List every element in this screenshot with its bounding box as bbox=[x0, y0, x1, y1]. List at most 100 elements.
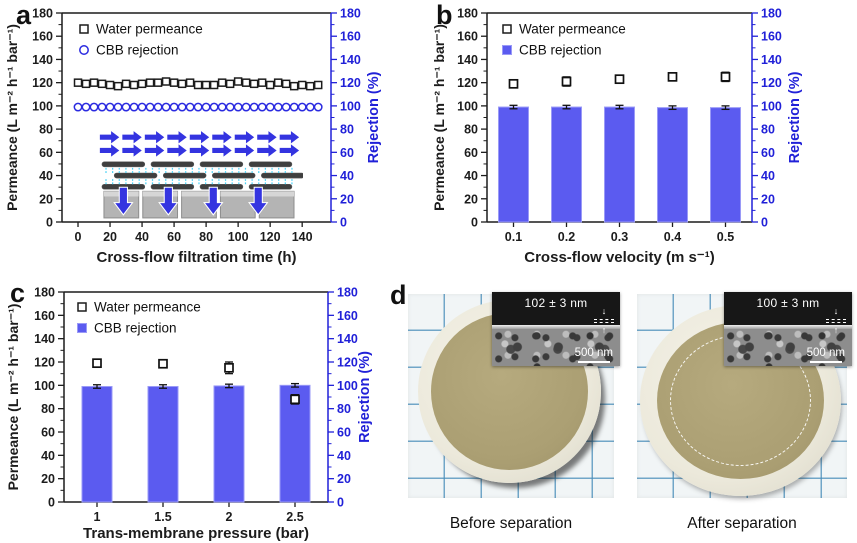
svg-text:2.5: 2.5 bbox=[286, 510, 303, 524]
chart-filtration-time: 0 0 20 20 40 40 60 60 80 80 100 100 120 120 140 140 160 1… bbox=[0, 0, 430, 270]
svg-text:0: 0 bbox=[337, 496, 344, 510]
sem-inset-before: 102 ± 3 nm ↓ ↑ 500 nm bbox=[492, 292, 620, 366]
membrane-schematic bbox=[99, 131, 303, 219]
svg-text:Permeance (L m⁻² h⁻¹ bar⁻¹): Permeance (L m⁻² h⁻¹ bar⁻¹) bbox=[5, 304, 21, 491]
svg-text:100: 100 bbox=[761, 99, 782, 113]
svg-text:60: 60 bbox=[761, 146, 775, 160]
svg-text:60: 60 bbox=[41, 426, 55, 440]
svg-text:0.4: 0.4 bbox=[664, 230, 681, 244]
svg-text:1.5: 1.5 bbox=[154, 510, 171, 524]
svg-text:40: 40 bbox=[41, 449, 55, 463]
caption-after: After separation bbox=[687, 515, 797, 532]
svg-text:20: 20 bbox=[39, 192, 53, 206]
svg-text:100: 100 bbox=[337, 379, 358, 393]
svg-text:0: 0 bbox=[75, 230, 82, 244]
svg-text:140: 140 bbox=[32, 53, 53, 67]
chart-transmembrane-pressure: 0 0 20 20 40 40 60 60 80 80 100 100 120 120 140 140 160 1… bbox=[0, 270, 380, 543]
svg-text:0: 0 bbox=[761, 216, 768, 230]
svg-text:120: 120 bbox=[340, 76, 361, 90]
svg-text:40: 40 bbox=[39, 169, 53, 183]
panel-letter-a: a bbox=[16, 0, 32, 30]
scalebar: 500 nm bbox=[806, 346, 845, 363]
svg-text:40: 40 bbox=[135, 230, 149, 244]
svg-text:160: 160 bbox=[457, 30, 478, 44]
svg-text:CBB rejection: CBB rejection bbox=[94, 321, 177, 336]
svg-text:80: 80 bbox=[41, 402, 55, 416]
svg-text:120: 120 bbox=[32, 76, 53, 90]
svg-text:Permeance (L m⁻² h⁻¹ bar⁻¹): Permeance (L m⁻² h⁻¹ bar⁻¹) bbox=[4, 24, 20, 211]
svg-text:180: 180 bbox=[340, 7, 361, 21]
svg-text:20: 20 bbox=[464, 192, 478, 206]
caption-before: Before separation bbox=[449, 515, 573, 532]
svg-text:80: 80 bbox=[199, 230, 213, 244]
svg-text:100: 100 bbox=[340, 99, 361, 113]
svg-text:0.3: 0.3 bbox=[611, 230, 628, 244]
svg-text:140: 140 bbox=[337, 332, 358, 346]
thickness-marker-icon: ↓ ↑ bbox=[826, 307, 846, 335]
svg-text:40: 40 bbox=[761, 169, 775, 183]
svg-text:180: 180 bbox=[457, 7, 478, 21]
svg-text:140: 140 bbox=[457, 53, 478, 67]
svg-text:100: 100 bbox=[32, 99, 53, 113]
svg-text:100: 100 bbox=[228, 230, 249, 244]
svg-text:80: 80 bbox=[39, 123, 53, 137]
svg-text:60: 60 bbox=[39, 146, 53, 160]
svg-text:120: 120 bbox=[457, 76, 478, 90]
svg-text:60: 60 bbox=[340, 146, 354, 160]
svg-text:Cross-flow velocity (m s⁻¹): Cross-flow velocity (m s⁻¹) bbox=[524, 249, 714, 266]
svg-text:60: 60 bbox=[464, 146, 478, 160]
svg-text:Water permeance: Water permeance bbox=[519, 22, 626, 37]
scalebar-line bbox=[809, 360, 842, 363]
svg-text:160: 160 bbox=[340, 30, 361, 44]
svg-text:20: 20 bbox=[761, 192, 775, 206]
chart-crossflow-velocity: 0 0 20 20 40 40 60 60 80 80 100 100 120 120 140 140 160 1… bbox=[430, 0, 857, 270]
svg-text:180: 180 bbox=[32, 7, 53, 21]
svg-text:100: 100 bbox=[457, 99, 478, 113]
svg-text:180: 180 bbox=[337, 286, 358, 300]
svg-text:140: 140 bbox=[340, 53, 361, 67]
panel-letter-d: d bbox=[390, 280, 407, 310]
svg-text:Trans-membrane pressure (bar): Trans-membrane pressure (bar) bbox=[83, 525, 309, 542]
svg-text:Cross-flow filtration time (h): Cross-flow filtration time (h) bbox=[97, 249, 297, 266]
svg-text:180: 180 bbox=[34, 286, 55, 300]
svg-text:0.5: 0.5 bbox=[717, 230, 734, 244]
scalebar-line bbox=[577, 360, 610, 363]
svg-text:0: 0 bbox=[471, 216, 478, 230]
svg-text:120: 120 bbox=[34, 356, 55, 370]
svg-text:Rejection (%): Rejection (%) bbox=[357, 351, 373, 443]
svg-text:160: 160 bbox=[34, 309, 55, 323]
svg-text:160: 160 bbox=[761, 30, 782, 44]
panel-letter-c: c bbox=[10, 278, 26, 308]
svg-text:160: 160 bbox=[32, 30, 53, 44]
svg-text:Rejection (%): Rejection (%) bbox=[787, 71, 803, 163]
svg-text:120: 120 bbox=[260, 230, 281, 244]
panel-letter-b: b bbox=[436, 0, 453, 30]
svg-text:60: 60 bbox=[337, 426, 351, 440]
svg-text:40: 40 bbox=[340, 169, 354, 183]
scalebar-label: 500 nm bbox=[574, 346, 613, 359]
svg-text:Permeance (L m⁻² h⁻¹ bar⁻¹): Permeance (L m⁻² h⁻¹ bar⁻¹) bbox=[431, 24, 447, 211]
svg-text:120: 120 bbox=[337, 356, 358, 370]
scalebar-label: 500 nm bbox=[806, 346, 845, 359]
scalebar: 500 nm bbox=[574, 346, 613, 363]
sem-inset-after: 100 ± 3 nm ↓ ↑ 500 nm bbox=[724, 292, 852, 366]
panel-a: a 0 0 20 20 40 40 60 60 80 80 100 100 120 120 140 140 16… bbox=[0, 0, 430, 270]
svg-text:40: 40 bbox=[464, 169, 478, 183]
svg-text:180: 180 bbox=[761, 7, 782, 21]
svg-text:1: 1 bbox=[94, 510, 101, 524]
svg-text:40: 40 bbox=[337, 449, 351, 463]
svg-text:Water permeance: Water permeance bbox=[96, 22, 203, 37]
thickness-label: 100 ± 3 nm bbox=[756, 296, 820, 310]
svg-text:0.2: 0.2 bbox=[558, 230, 575, 244]
svg-text:0: 0 bbox=[48, 496, 55, 510]
sem-porous-support bbox=[492, 328, 620, 366]
sem-selective-layer bbox=[724, 324, 852, 329]
svg-text:80: 80 bbox=[761, 123, 775, 137]
svg-text:140: 140 bbox=[761, 53, 782, 67]
svg-text:0: 0 bbox=[46, 216, 53, 230]
svg-text:2: 2 bbox=[226, 510, 233, 524]
thickness-marker-icon: ↓ ↑ bbox=[594, 307, 614, 335]
panel-c: c 0 0 20 20 40 40 60 60 80 80 100 100 120 120 140 140 16… bbox=[0, 270, 380, 543]
svg-text:120: 120 bbox=[761, 76, 782, 90]
svg-text:80: 80 bbox=[340, 123, 354, 137]
